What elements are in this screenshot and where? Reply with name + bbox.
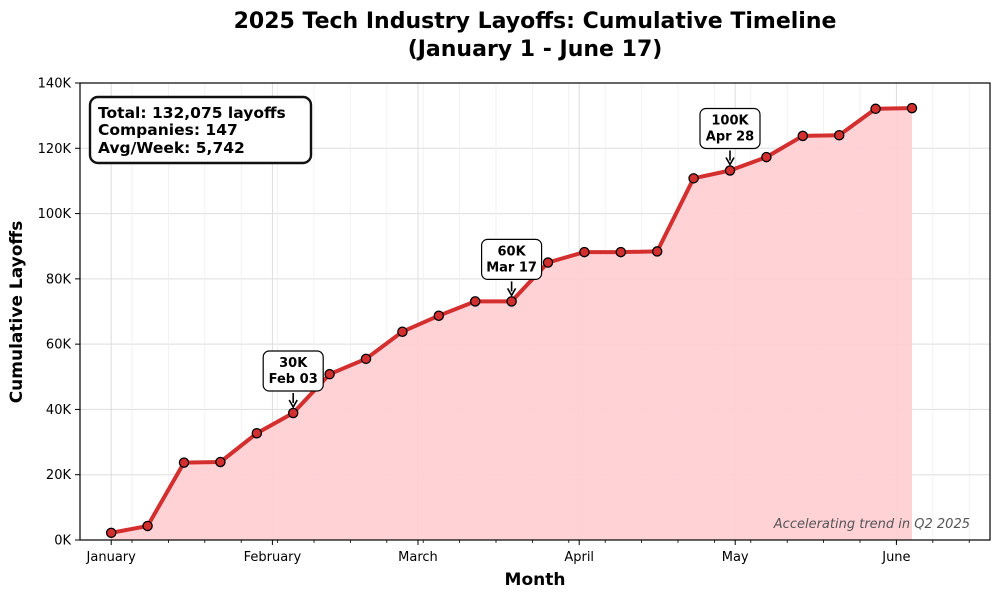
data-point [469,296,481,307]
annotation-value: 100K [711,113,749,128]
x-tick-label: May [722,550,749,565]
plot-frame [79,82,991,541]
data-point [105,527,117,539]
stats-box-frame [88,95,313,165]
data-point [251,428,263,439]
annotation-value: 60K [498,244,527,259]
y-axis-title: Cumulative Layoffs [7,221,27,404]
data-point [688,173,699,184]
x-tick-label: January [86,550,137,565]
x-axis-title: Month [505,570,566,590]
data-point [724,165,736,176]
data-point [579,246,590,258]
annotation-arrow-head [288,399,298,409]
data-point [433,310,445,321]
stats-box: Total: 132,075 layoffs Companies: 147 Av… [88,95,313,165]
x-axis-ticks: January February March April May June [86,540,911,565]
data-point [397,326,408,337]
chart-title: 2025 Tech Industry Layoffs: Cumulative T… [234,9,837,34]
stats-total: Total: 132,075 layoffs [98,104,286,122]
data-markers [105,102,918,539]
data-point [870,103,881,115]
annotation-date: Apr 28 [706,129,754,144]
y-tick-label: 120K [38,142,72,157]
data-point [906,102,918,114]
stats-companies: Companies: 147 [98,121,238,139]
annotation-arrow-head [506,287,517,297]
annotation-box [481,238,543,280]
data-point [615,246,627,258]
y-tick-label: 80K [46,272,72,287]
data-point [324,368,335,380]
data-point [360,353,372,365]
chart-subtitle: (January 1 - June 17) [408,37,663,62]
stats-avg-week: Avg/Week: 5,742 [98,139,245,157]
annotation-box [699,107,761,150]
y-tick-label: 40K [46,403,72,418]
data-point [142,520,153,532]
data-point [215,456,226,468]
y-axis-ticks: 0K 20K 40K 60K 80K 100K 120K 140K [38,77,80,549]
annotation-value: 30K [279,356,308,371]
x-tick-label: April [564,550,594,565]
y-tick-label: 20K [46,468,72,483]
data-point [506,296,517,307]
trend-note: Accelerating trend in Q2 2025 [773,517,970,532]
x-tick-label: March [398,550,438,565]
annotation-box [262,350,324,392]
annotation-arrow-head [725,157,735,167]
annotation-date: Feb 03 [269,372,318,387]
y-tick-label: 140K [38,77,72,92]
data-point [797,130,809,142]
data-point [761,151,772,163]
y-tick-label: 60K [46,338,72,353]
y-tick-label: 0K [54,534,71,549]
data-point [833,129,845,141]
x-tick-label: February [244,550,302,565]
area-fill [111,108,912,540]
annotation-date: Mar 17 [486,260,537,275]
data-point [287,407,299,419]
data-point [651,246,663,257]
data-point [542,257,554,268]
area-under-curve [111,108,912,540]
y-tick-label: 100K [38,207,72,222]
x-tick-label: June [881,550,910,565]
data-point [178,457,190,468]
